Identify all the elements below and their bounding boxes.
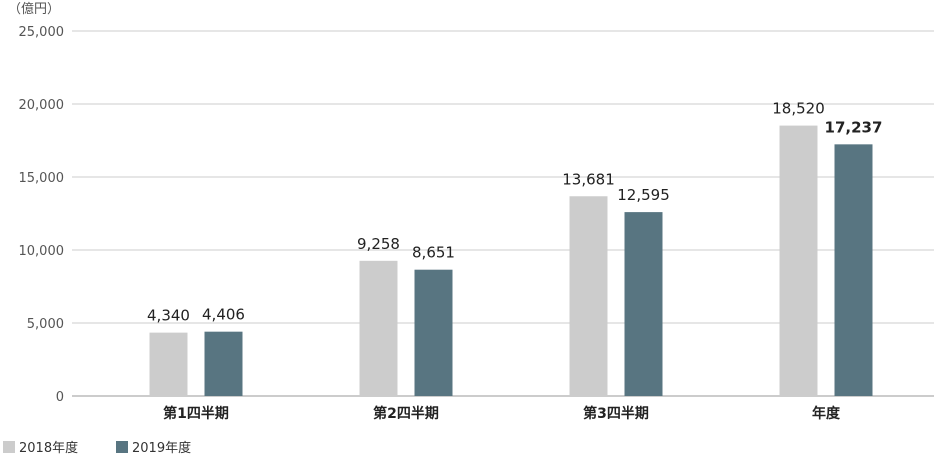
legend-label: 2018年度 [19, 440, 78, 456]
data-label: 17,237 [825, 118, 883, 136]
y-tick-label: 10,000 [19, 244, 65, 259]
bar [569, 196, 608, 396]
bar [779, 125, 818, 396]
data-label: 12,595 [617, 186, 670, 204]
data-label: 9,258 [357, 235, 400, 253]
data-label: 13,681 [562, 170, 615, 188]
x-tick-label: 第3四半期 [583, 405, 649, 422]
legend-swatch [3, 441, 15, 453]
bar [624, 212, 663, 396]
bar [359, 260, 398, 396]
bar [834, 144, 873, 396]
y-tick-label: 0 [56, 390, 64, 405]
y-tick-label: 20,000 [19, 98, 65, 113]
y-tick-label: 15,000 [19, 171, 65, 186]
data-label: 4,340 [147, 307, 190, 325]
data-label: 8,651 [412, 244, 455, 262]
legend-swatch [116, 441, 128, 453]
bar [414, 269, 453, 396]
x-tick-label: 第2四半期 [373, 405, 439, 422]
data-label: 4,406 [202, 306, 245, 324]
x-tick-label: 第1四半期 [163, 405, 229, 422]
data-label: 18,520 [772, 100, 825, 118]
y-tick-label: 5,000 [27, 317, 64, 332]
bar [204, 331, 243, 396]
y-unit-label: （億円） [8, 1, 60, 17]
bar [149, 332, 188, 396]
y-tick-label: 25,000 [19, 25, 65, 40]
x-tick-label: 年度 [812, 405, 841, 422]
legend-label: 2019年度 [132, 440, 191, 456]
